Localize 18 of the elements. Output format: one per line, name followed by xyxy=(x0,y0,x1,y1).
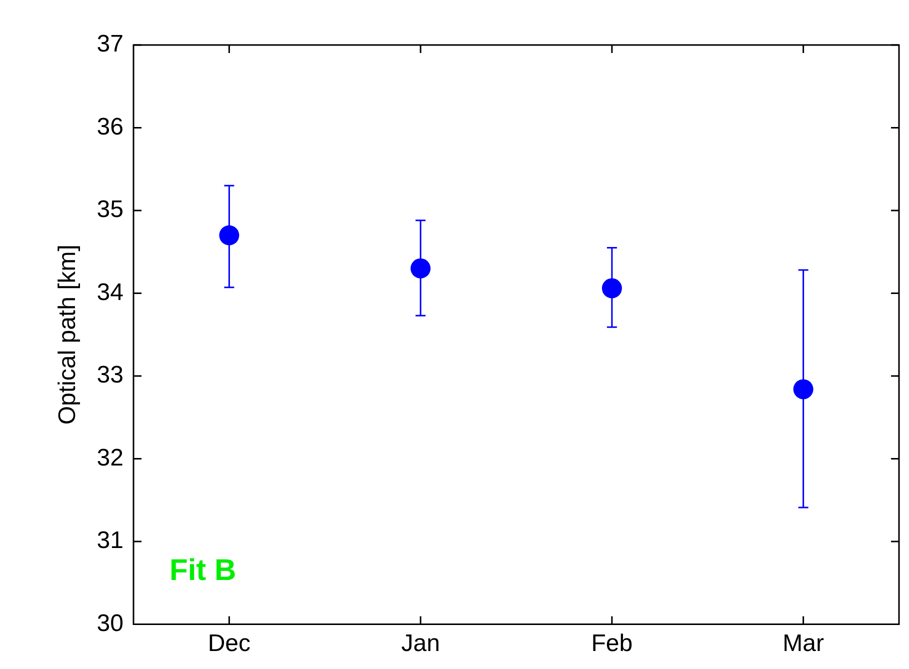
x-tick-label: Jan xyxy=(401,630,440,658)
y-tick-label: 31 xyxy=(96,527,124,554)
point xyxy=(602,278,622,298)
x-tick-label: Mar xyxy=(782,630,824,658)
y-tick-label: 32 xyxy=(96,444,124,472)
y-tick-label: 34 xyxy=(96,278,124,306)
x-tick-label: Dec xyxy=(208,630,251,658)
y-tick-label: 33 xyxy=(96,362,124,389)
annotation: Fit B xyxy=(169,554,236,588)
y-tick-label: 30 xyxy=(96,610,124,637)
point xyxy=(793,379,814,400)
x-tick-label: Feb xyxy=(591,630,633,658)
y-axis-title: Optical path [km] xyxy=(54,244,82,425)
y-tick-label: 36 xyxy=(96,113,124,140)
y-tick-label: 35 xyxy=(96,196,124,224)
point xyxy=(219,225,240,246)
point xyxy=(410,258,431,278)
y-tick-label: 37 xyxy=(96,30,124,58)
